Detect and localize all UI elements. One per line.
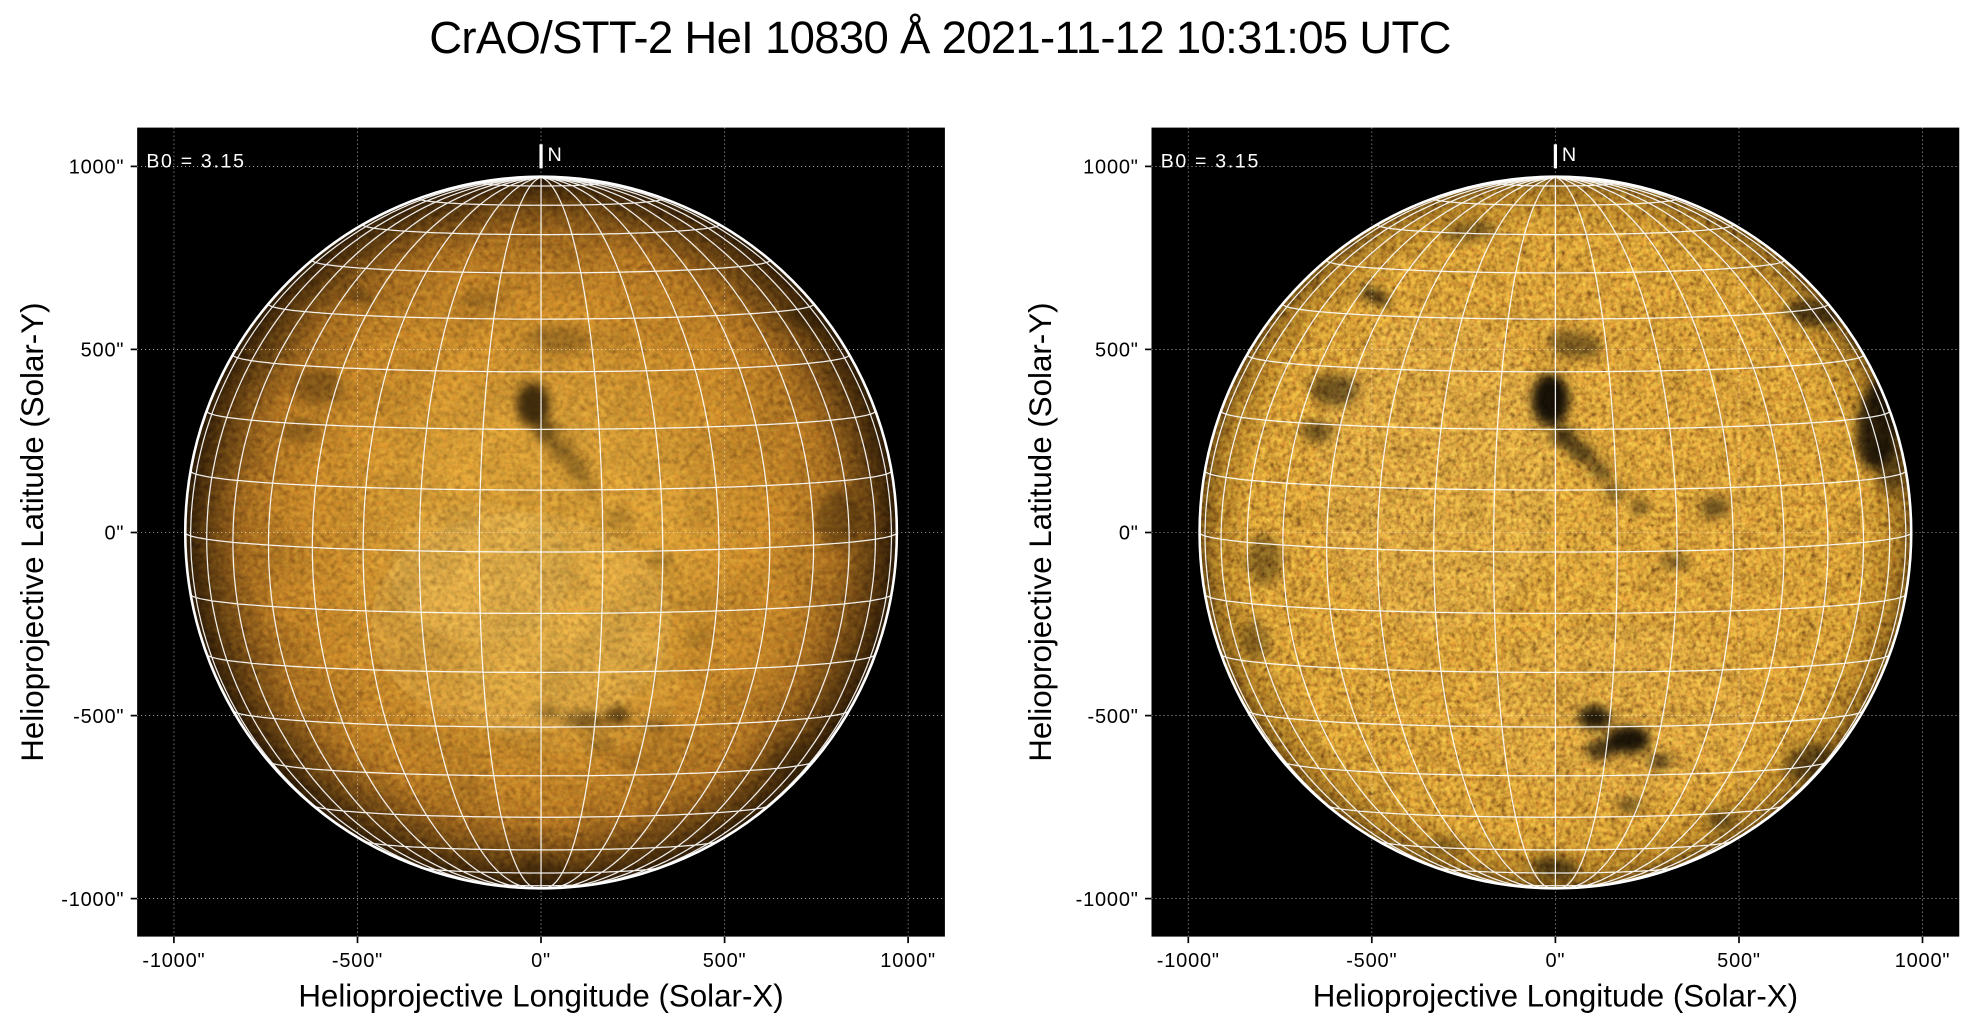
- svg-text:0": 0": [1545, 950, 1565, 972]
- svg-text:-1000": -1000": [1076, 889, 1139, 911]
- svg-text:-1000": -1000": [61, 889, 124, 911]
- svg-text:500": 500": [81, 340, 125, 362]
- svg-text:500": 500": [703, 950, 747, 972]
- svg-text:B0 = 3.15: B0 = 3.15: [146, 151, 245, 173]
- svg-text:1000": 1000": [1083, 157, 1139, 179]
- svg-text:N: N: [1562, 144, 1576, 166]
- svg-text:1000": 1000": [69, 157, 125, 179]
- svg-text:Helioprojective Longitude (Sol: Helioprojective Longitude (Solar-X): [1313, 978, 1798, 1013]
- svg-text:1000": 1000": [880, 950, 936, 972]
- svg-text:-500": -500": [1346, 950, 1397, 972]
- svg-text:-1000": -1000": [142, 950, 205, 972]
- svg-text:B0 = 3.15: B0 = 3.15: [1161, 151, 1260, 173]
- svg-text:500": 500": [1095, 340, 1139, 362]
- svg-text:CrAO/STT-2 HeI 10830 Å 2021-11: CrAO/STT-2 HeI 10830 Å 2021-11-12 10:31:…: [429, 12, 1451, 63]
- svg-text:1000": 1000": [1895, 950, 1951, 972]
- svg-text:0": 0": [531, 950, 551, 972]
- svg-text:Helioprojective Longitude (Sol: Helioprojective Longitude (Solar-X): [298, 978, 783, 1013]
- svg-text:-500": -500": [332, 950, 383, 972]
- svg-text:-1000": -1000": [1157, 950, 1220, 972]
- svg-text:N: N: [548, 144, 562, 166]
- svg-text:Helioprojective Latitude (Sola: Helioprojective Latitude (Solar-Y): [1023, 302, 1058, 761]
- svg-text:500": 500": [1717, 950, 1761, 972]
- svg-text:-500": -500": [1088, 706, 1139, 728]
- svg-text:0": 0": [104, 523, 124, 545]
- svg-text:-500": -500": [73, 706, 124, 728]
- svg-text:0": 0": [1119, 523, 1139, 545]
- svg-text:Helioprojective Latitude (Sola: Helioprojective Latitude (Solar-Y): [15, 302, 50, 761]
